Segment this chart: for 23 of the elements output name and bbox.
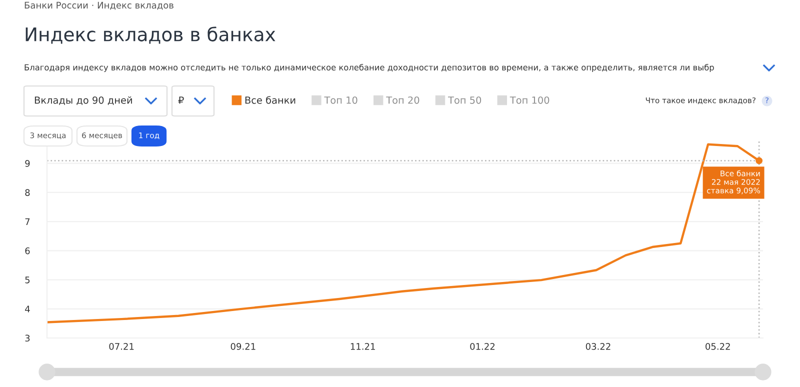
text: Вклады до 90 дней: [34, 96, 132, 106]
y-tick-label: 4: [25, 306, 30, 312]
y-tick-label: 7: [25, 218, 30, 225]
y-tick-label: 3: [25, 334, 30, 342]
x-tick-label: 07.21: [109, 343, 134, 350]
chart-title: Индекс вкладов в банках: [26, 26, 276, 44]
text: Банки России · Индекс вкладов: [24, 2, 174, 10]
legend-label: Все банки: [245, 96, 296, 104]
y-tick-label: 8: [25, 189, 30, 196]
text: Благодаря индексу вкладов можно отследить не только динамическое колебание доходности депозитов во времени, а также определить, является ли выбр: [24, 64, 714, 72]
x-tick-label: 11.21: [350, 343, 375, 350]
legend-label: Топ 10: [324, 96, 358, 104]
y-tick-label: 9: [25, 160, 30, 167]
legend-label: Топ 100: [510, 96, 550, 104]
legend-label: Топ 50: [448, 96, 482, 104]
x-tick-label: 05.22: [706, 343, 730, 350]
x-tick-label: 01.22: [470, 343, 495, 350]
y-tick-label: 5: [25, 276, 30, 284]
y-tick-label: 6: [25, 247, 30, 254]
x-tick-label: 09.21: [230, 343, 256, 350]
x-tick-label: 03.22: [586, 343, 610, 350]
legend-label: Топ 20: [386, 96, 420, 104]
text: ₽: [178, 96, 184, 104]
